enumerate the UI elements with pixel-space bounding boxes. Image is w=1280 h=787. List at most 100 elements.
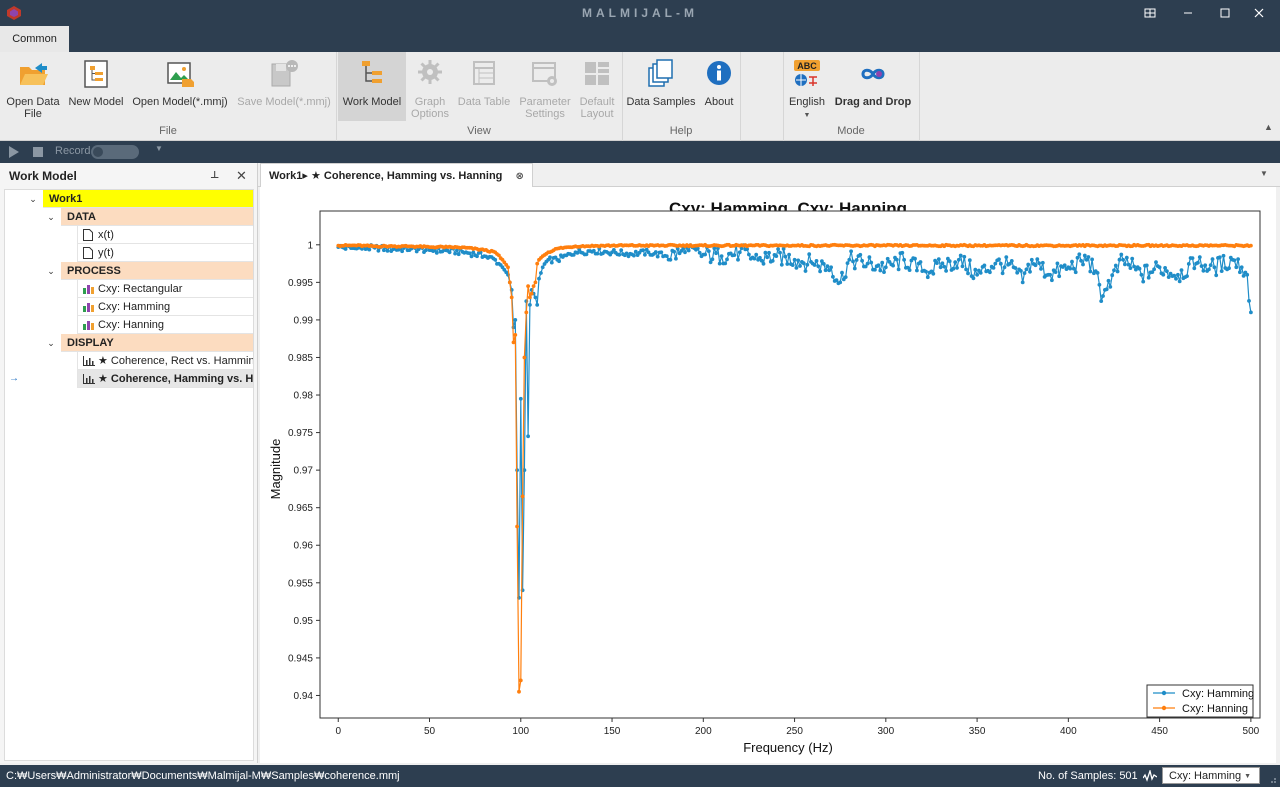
data-point <box>1132 264 1136 269</box>
data-point <box>955 266 959 270</box>
chevron-down-icon[interactable]: ⌄ <box>47 266 55 276</box>
data-point <box>675 246 680 251</box>
chart-tab-strip: Work1▸ ★ Coherence, Hamming vs. Hanning … <box>258 163 1280 187</box>
data-point <box>781 247 786 251</box>
tree-item-label: x(t) <box>77 226 253 244</box>
chevron-down-icon[interactable]: ⌄ <box>47 338 55 348</box>
data-point <box>531 284 536 288</box>
data-point <box>915 268 919 273</box>
gear-icon <box>418 60 442 84</box>
chevron-down-icon[interactable]: ▼ <box>155 144 163 153</box>
save-model-button[interactable]: Save Model(*.mmj) <box>235 56 333 122</box>
data-point <box>960 264 965 269</box>
data-point <box>947 259 952 264</box>
record-toggle[interactable] <box>91 145 139 159</box>
data-point <box>880 260 885 265</box>
restore-down-button[interactable] <box>1131 0 1169 26</box>
new-model-button[interactable]: New Model <box>66 56 126 122</box>
open-model-icon <box>167 62 194 87</box>
data-point <box>515 524 519 529</box>
default-layout-button[interactable]: Default Layout <box>576 56 618 122</box>
tree-row-display-rect-hamming[interactable]: ★ Coherence, Rect vs. Hamming <box>5 352 253 370</box>
open-data-file-button[interactable]: Open Data File <box>4 56 62 122</box>
tree-row-cxy-hanning[interactable]: Cxy: Hanning <box>5 316 253 334</box>
data-point <box>873 267 877 272</box>
data-point <box>719 254 724 258</box>
data-point <box>533 295 538 300</box>
infinity-icon <box>861 68 885 80</box>
x-tick-label: 500 <box>1243 726 1260 737</box>
tree-row-display-hamming-hanning[interactable]: → ★ Coherence, Hamming vs. Hanning <box>5 370 253 388</box>
data-point <box>787 252 791 257</box>
tab-common[interactable]: Common <box>0 26 69 52</box>
data-point <box>1055 261 1060 266</box>
data-point <box>1028 269 1032 274</box>
data-samples-button[interactable]: Data Samples <box>626 56 696 122</box>
data-table-button[interactable]: Data Table <box>456 56 512 122</box>
parameter-settings-button[interactable]: Parameter Settings <box>516 56 574 122</box>
legend-marker-hanning <box>1161 705 1167 711</box>
data-point <box>1112 268 1116 273</box>
coherence-chart[interactable]: Cxy: Hamming, Cxy: Hanning 0 50 100 150 200 2… <box>260 187 1276 763</box>
data-point <box>617 252 622 257</box>
data-point <box>978 271 983 275</box>
english-button[interactable]: ABC English ▼ <box>786 56 828 122</box>
work-model-button[interactable]: Work Model <box>338 52 406 121</box>
collapse-ribbon-icon[interactable]: ▲ <box>1264 122 1273 132</box>
open-model-button[interactable]: Open Model(*.mmj) <box>130 56 230 122</box>
tree-row-display[interactable]: ⌄ DISPLAY <box>5 334 253 352</box>
data-point <box>812 263 817 267</box>
stop-icon[interactable] <box>33 147 43 157</box>
work-model-tree: ⌄ Work1 ⌄ DATA x(t) y(t) ⌄ PROCESS Cxy: … <box>4 189 254 761</box>
chevron-down-icon[interactable]: ⌄ <box>47 212 55 222</box>
data-point <box>632 253 636 258</box>
close-tab-icon[interactable]: ⊗ <box>515 171 524 182</box>
tree-row-process[interactable]: ⌄ PROCESS <box>5 262 253 280</box>
chart-tab[interactable]: Work1▸ ★ Coherence, Hamming vs. Hanning … <box>260 163 533 187</box>
tree-row-cxy-rectangular[interactable]: Cxy: Rectangular <box>5 280 253 298</box>
data-point <box>1247 299 1251 303</box>
data-point <box>885 256 890 261</box>
data-point <box>878 268 883 273</box>
graph-options-button[interactable]: Graph Options <box>408 56 452 122</box>
group-separator <box>336 52 337 141</box>
work-model-panel: Work Model ⊥ ✕ ⌄ Work1 ⌄ DATA x(t) y(t) … <box>0 163 258 763</box>
data-point <box>913 256 917 261</box>
data-point <box>447 250 452 255</box>
data-point <box>1050 278 1054 283</box>
pin-icon[interactable]: ⊥ <box>210 170 220 181</box>
drag-and-drop-button[interactable]: Drag and Drop <box>832 56 914 122</box>
resize-grip-icon[interactable] <box>1267 774 1277 784</box>
data-point <box>1249 243 1253 248</box>
x-axis-label: Frequency (Hz) <box>743 740 833 755</box>
data-point <box>1079 258 1083 263</box>
data-point <box>1208 263 1213 267</box>
maximize-button[interactable] <box>1206 0 1244 26</box>
data-point <box>549 260 554 265</box>
data-point <box>790 263 795 267</box>
close-button[interactable] <box>1240 0 1278 26</box>
tree-row-work1[interactable]: ⌄ Work1 <box>5 190 253 208</box>
about-button[interactable]: About <box>700 56 738 122</box>
data-point <box>863 264 868 269</box>
data-point <box>453 251 457 256</box>
data-point <box>829 265 833 270</box>
tree-row-xt[interactable]: x(t) <box>5 226 253 244</box>
series-select[interactable]: Cxy: Hamming ▼ <box>1162 767 1260 784</box>
data-point <box>1084 257 1089 262</box>
tree-item-label: Cxy: Hanning <box>77 316 253 334</box>
tab-list-chevron-icon[interactable]: ▼ <box>1260 169 1268 178</box>
tree-row-yt[interactable]: y(t) <box>5 244 253 262</box>
tree-row-cxy-hamming[interactable]: Cxy: Hamming <box>5 298 253 316</box>
legend-marker-hamming <box>1161 690 1167 696</box>
data-samples-label: Data Samples <box>626 96 696 108</box>
data-point <box>1177 279 1182 284</box>
tree-row-data[interactable]: ⌄ DATA <box>5 208 253 226</box>
minimize-button[interactable] <box>1169 0 1207 26</box>
data-point <box>1207 267 1211 272</box>
data-point <box>770 259 775 263</box>
play-icon[interactable] <box>9 146 19 158</box>
close-panel-icon[interactable]: ✕ <box>236 168 247 183</box>
legend-label-hanning: Cxy: Hanning <box>1182 703 1248 715</box>
chevron-down-icon[interactable]: ⌄ <box>29 194 37 204</box>
